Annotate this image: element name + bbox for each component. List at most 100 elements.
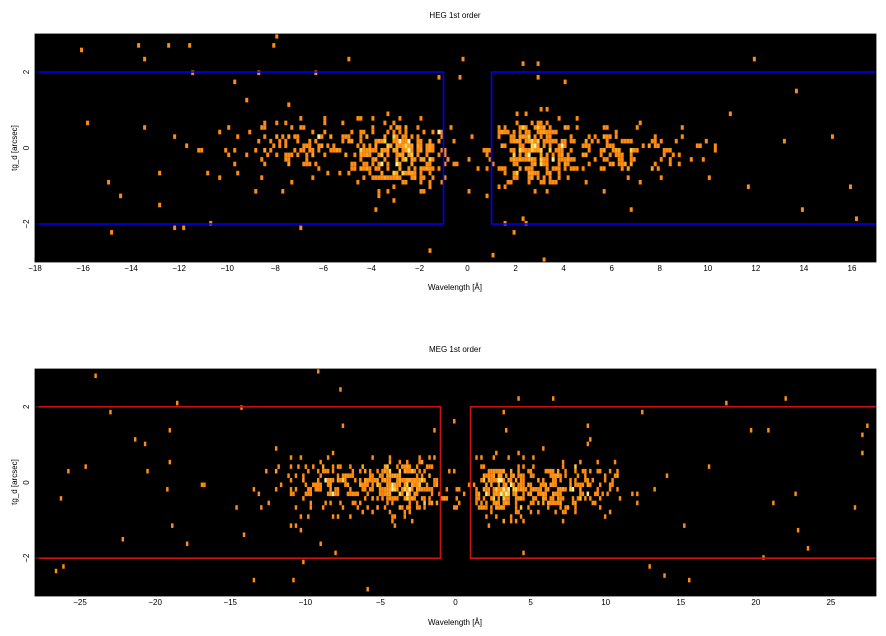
count-pixel xyxy=(861,450,864,456)
count-pixel xyxy=(539,148,543,153)
count-pixel xyxy=(574,468,577,474)
count-pixel xyxy=(559,505,562,510)
count-pixel xyxy=(391,482,394,488)
count-pixel xyxy=(336,514,340,519)
count-pixel xyxy=(312,464,315,469)
count-pixel xyxy=(293,148,297,153)
meg-xlabel: Wavelength [Å] xyxy=(428,618,482,627)
count-pixel xyxy=(406,487,409,492)
count-pixel xyxy=(388,491,392,497)
count-pixel xyxy=(263,161,267,167)
x-tick-label: −16 xyxy=(76,264,90,273)
count-pixel xyxy=(413,175,417,180)
count-pixel xyxy=(233,161,237,167)
count-pixel xyxy=(557,157,561,162)
count-pixel xyxy=(584,477,587,483)
count-pixel xyxy=(509,138,513,144)
count-pixel xyxy=(507,496,510,501)
count-pixel xyxy=(547,468,550,474)
count-pixel xyxy=(504,500,508,506)
count-pixel xyxy=(530,166,534,171)
count-pixel xyxy=(470,134,474,139)
count-pixel xyxy=(410,487,414,492)
count-pixel xyxy=(314,161,318,167)
count-pixel xyxy=(242,532,246,537)
count-pixel xyxy=(374,138,378,144)
count-pixel xyxy=(591,477,595,483)
count-pixel xyxy=(383,138,387,144)
count-pixel xyxy=(185,143,189,148)
count-pixel xyxy=(704,138,708,144)
count-pixel xyxy=(374,157,378,162)
count-pixel xyxy=(514,491,518,497)
count-pixel xyxy=(674,138,678,144)
count-pixel xyxy=(616,487,619,492)
count-pixel xyxy=(329,487,332,492)
count-pixel xyxy=(386,482,389,488)
count-pixel xyxy=(613,459,617,465)
count-pixel xyxy=(554,473,557,478)
count-pixel xyxy=(428,138,432,144)
count-pixel xyxy=(233,79,237,85)
count-pixel xyxy=(650,138,654,144)
count-pixel xyxy=(492,477,496,483)
count-pixel xyxy=(336,477,340,483)
count-pixel xyxy=(406,464,409,469)
count-pixel xyxy=(504,496,508,501)
count-pixel xyxy=(506,179,510,185)
count-pixel xyxy=(392,170,396,176)
count-pixel xyxy=(346,473,350,478)
count-pixel xyxy=(341,138,345,144)
count-pixel xyxy=(422,166,426,171)
count-pixel xyxy=(368,143,372,148)
count-pixel xyxy=(302,496,305,501)
count-pixel xyxy=(388,459,392,465)
count-pixel xyxy=(605,143,609,148)
count-pixel xyxy=(365,161,369,167)
count-pixel xyxy=(551,500,555,506)
count-pixel xyxy=(361,487,364,492)
count-pixel xyxy=(299,148,303,153)
x-tick-label: −4 xyxy=(367,264,377,273)
count-pixel xyxy=(551,152,555,158)
count-pixel xyxy=(413,491,416,497)
count-pixel xyxy=(542,446,545,451)
count-pixel xyxy=(290,125,294,130)
count-pixel xyxy=(378,487,382,492)
count-pixel xyxy=(362,143,366,148)
count-pixel xyxy=(392,175,396,180)
count-pixel xyxy=(351,468,355,474)
count-pixel xyxy=(509,134,513,139)
count-pixel xyxy=(445,496,449,501)
count-pixel xyxy=(524,138,528,144)
count-pixel xyxy=(569,166,573,171)
count-pixel xyxy=(393,473,397,478)
count-pixel xyxy=(662,152,666,158)
count-pixel xyxy=(492,473,496,478)
count-pixel xyxy=(500,143,504,148)
count-pixel xyxy=(440,134,444,139)
count-pixel xyxy=(497,496,501,501)
count-pixel xyxy=(656,166,660,171)
count-pixel xyxy=(443,148,447,153)
count-pixel xyxy=(576,473,580,478)
count-pixel xyxy=(557,170,561,176)
count-pixel xyxy=(351,491,355,497)
count-pixel xyxy=(606,491,609,497)
count-pixel xyxy=(575,116,579,121)
count-pixel xyxy=(437,152,441,158)
count-pixel xyxy=(572,157,576,162)
count-pixel xyxy=(569,487,572,492)
count-pixel xyxy=(386,468,389,474)
count-pixel xyxy=(317,148,321,153)
count-pixel xyxy=(579,491,582,497)
heg-panel: −18 −16 −14 −12 −10 −8 −6 −4 −2 0 2 4 6 8 10 12 14 16 −2 0 2 xyxy=(22,33,877,273)
count-pixel xyxy=(848,184,852,190)
count-pixel xyxy=(406,459,409,465)
count-pixel xyxy=(419,148,423,153)
count-pixel xyxy=(339,387,342,392)
count-pixel xyxy=(485,152,489,158)
count-pixel xyxy=(386,161,390,167)
count-pixel xyxy=(495,450,498,456)
count-pixel xyxy=(374,175,378,180)
